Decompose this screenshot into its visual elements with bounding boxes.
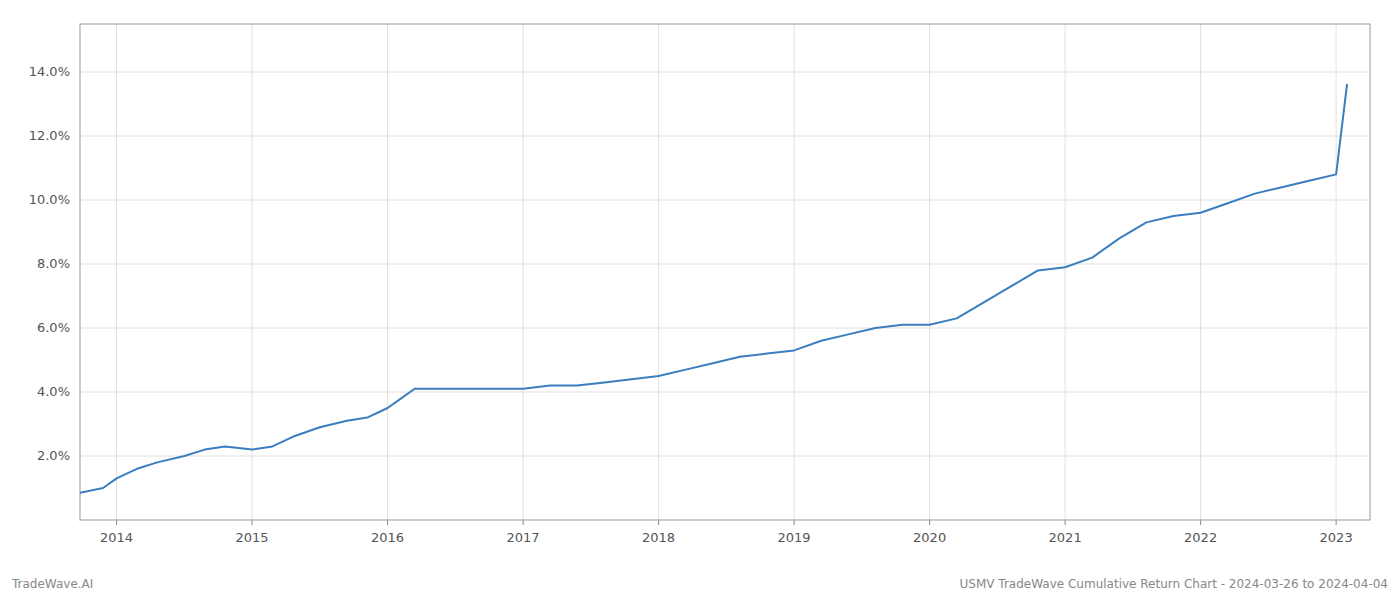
x-tick <box>252 520 253 525</box>
x-tick <box>387 520 388 525</box>
footer-text: USMV TradeWave Cumulative Return Chart -… <box>960 577 1388 591</box>
x-tick-label: 2014 <box>100 530 133 545</box>
x-grid-line <box>1200 24 1201 520</box>
x-grid-line <box>523 24 524 520</box>
x-tick <box>1200 520 1201 525</box>
x-tick <box>523 520 524 525</box>
y-grid-line <box>80 200 1370 201</box>
x-tick-label: 2020 <box>913 530 946 545</box>
x-grid-line <box>1336 24 1337 520</box>
series <box>80 85 1347 493</box>
grid <box>80 24 1370 520</box>
x-tick <box>1336 520 1337 525</box>
x-tick-label: 2018 <box>642 530 675 545</box>
y-grid-line <box>80 72 1370 73</box>
x-grid-line <box>1065 24 1066 520</box>
x-tick-label: 2022 <box>1184 530 1217 545</box>
x-grid-line <box>252 24 253 520</box>
x-tick-label: 2015 <box>236 530 269 545</box>
x-tick-label: 2023 <box>1320 530 1353 545</box>
x-tick <box>794 520 795 525</box>
plot-frame <box>80 24 1370 520</box>
axes: 2.0% 4.0% 6.0% 8.0% 10.0% 12.0% 14.0% 2014 2015 2… <box>29 24 1370 545</box>
chart: 2.0% 4.0% 6.0% 8.0% 10.0% 12.0% 14.0% 2014 2015 2… <box>0 0 1400 600</box>
x-tick <box>116 520 117 525</box>
y-grid-line <box>80 392 1370 393</box>
y-tick-label: 8.0% <box>37 256 70 271</box>
y-tick-label: 10.0% <box>29 192 70 207</box>
x-grid-line <box>929 24 930 520</box>
y-grid-line <box>80 456 1370 457</box>
footer-text: TradeWave.AI <box>11 577 93 591</box>
line <box>80 85 1347 493</box>
x-tick <box>658 520 659 525</box>
y-tick-label: 4.0% <box>37 384 70 399</box>
y-grid-line <box>80 264 1370 265</box>
x-grid-line <box>794 24 795 520</box>
y-tick-label: 6.0% <box>37 320 70 335</box>
y-grid-line <box>80 328 1370 329</box>
x-grid-line <box>658 24 659 520</box>
y-tick-label: 14.0% <box>29 64 70 79</box>
x-tick-label: 2017 <box>507 530 540 545</box>
x-grid-line <box>116 24 117 520</box>
y-grid-line <box>80 136 1370 137</box>
x-tick <box>929 520 930 525</box>
x-grid-line <box>387 24 388 520</box>
x-tick <box>1065 520 1066 525</box>
y-tick-label: 2.0% <box>37 448 70 463</box>
x-tick-label: 2019 <box>778 530 811 545</box>
x-tick-label: 2021 <box>1049 530 1082 545</box>
x-tick-label: 2016 <box>371 530 404 545</box>
y-tick-label: 12.0% <box>29 128 70 143</box>
